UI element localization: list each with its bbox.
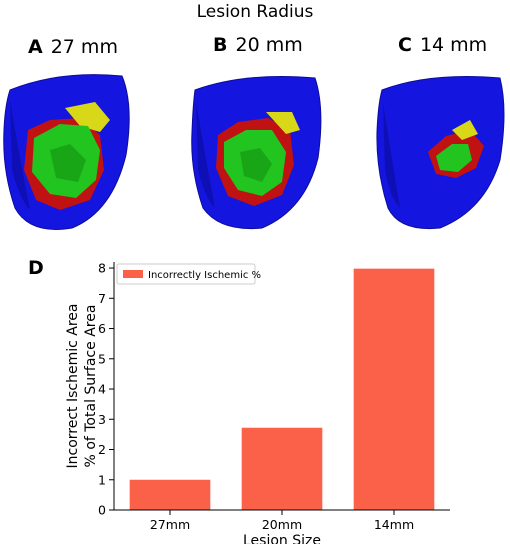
- y-tick-label: 1: [98, 472, 106, 487]
- legend-label: Incorrectly Ischemic %: [148, 270, 261, 281]
- y-tick-label: 0: [98, 503, 106, 518]
- y-tick-label: 2: [98, 442, 106, 457]
- panel-label-a: A 27 mm: [28, 36, 118, 58]
- heart-shadow-a: [10, 100, 30, 210]
- y-tick-label: 3: [98, 412, 106, 427]
- lesion-green-dark-b: [240, 148, 272, 182]
- y-tick-label: 8: [98, 261, 106, 276]
- y-axis-label-line: % of Total Surface Area: [83, 305, 99, 468]
- y-tick-label: 4: [98, 382, 106, 397]
- legend: Incorrectly Ischemic %: [116, 263, 261, 285]
- panel-letter-b: B: [213, 34, 228, 56]
- panel-letter-a: A: [28, 36, 43, 58]
- y-axis-ticks: 0 1 2 3 4 5 6 7 8: [98, 261, 114, 518]
- bar-27mm: [129, 479, 211, 510]
- lesion-green-c: [436, 144, 472, 172]
- panel-radius-c: 14 mm: [419, 34, 488, 56]
- legend-box: [116, 263, 256, 285]
- x-tick-label: 27mm: [150, 517, 190, 532]
- lesion-yellow-b: [266, 112, 300, 134]
- panel-letter-c: C: [398, 34, 412, 56]
- panel-label-b: B 20 mm: [213, 34, 303, 56]
- heart-renderings: [3, 74, 505, 230]
- heart-model-b: [191, 76, 322, 230]
- x-tick-label: 20mm: [262, 517, 302, 532]
- bar-chart: D Incorrect Ischemic Area% of Total Surf…: [28, 257, 450, 544]
- lesion-yellow-a: [65, 102, 110, 132]
- x-axis-ticks: 27mm 20mm 14mm: [150, 510, 414, 532]
- lesion-yellow-c: [452, 120, 478, 140]
- heart-shadow-b: [196, 102, 215, 208]
- heart-model-a: [3, 74, 130, 230]
- panel-radius-b: 20 mm: [235, 34, 303, 56]
- panel-letter-d: D: [28, 257, 44, 279]
- panel-label-c: C 14 mm: [398, 34, 487, 56]
- bars: [129, 268, 435, 510]
- panel-radius-a: 27 mm: [50, 36, 118, 58]
- figure-title: Lesion Radius: [196, 2, 314, 22]
- y-axis-label: Incorrect Ischemic Area% of Total Surfac…: [65, 304, 99, 469]
- heart-shadow-c: [383, 102, 400, 208]
- y-tick-label: 6: [98, 321, 106, 336]
- heart-model-c: [376, 76, 505, 230]
- y-axis-label-line: Incorrect Ischemic Area: [65, 304, 81, 469]
- legend-swatch: [123, 270, 143, 278]
- bar-20mm: [241, 427, 323, 510]
- y-tick-label: 5: [98, 351, 106, 366]
- lesion-green-dark-a: [50, 144, 86, 182]
- bar-14mm: [353, 268, 435, 510]
- y-tick-label: 7: [98, 291, 106, 306]
- x-tick-label: 14mm: [374, 517, 414, 532]
- x-axis-label: Lesion Size: [243, 533, 321, 544]
